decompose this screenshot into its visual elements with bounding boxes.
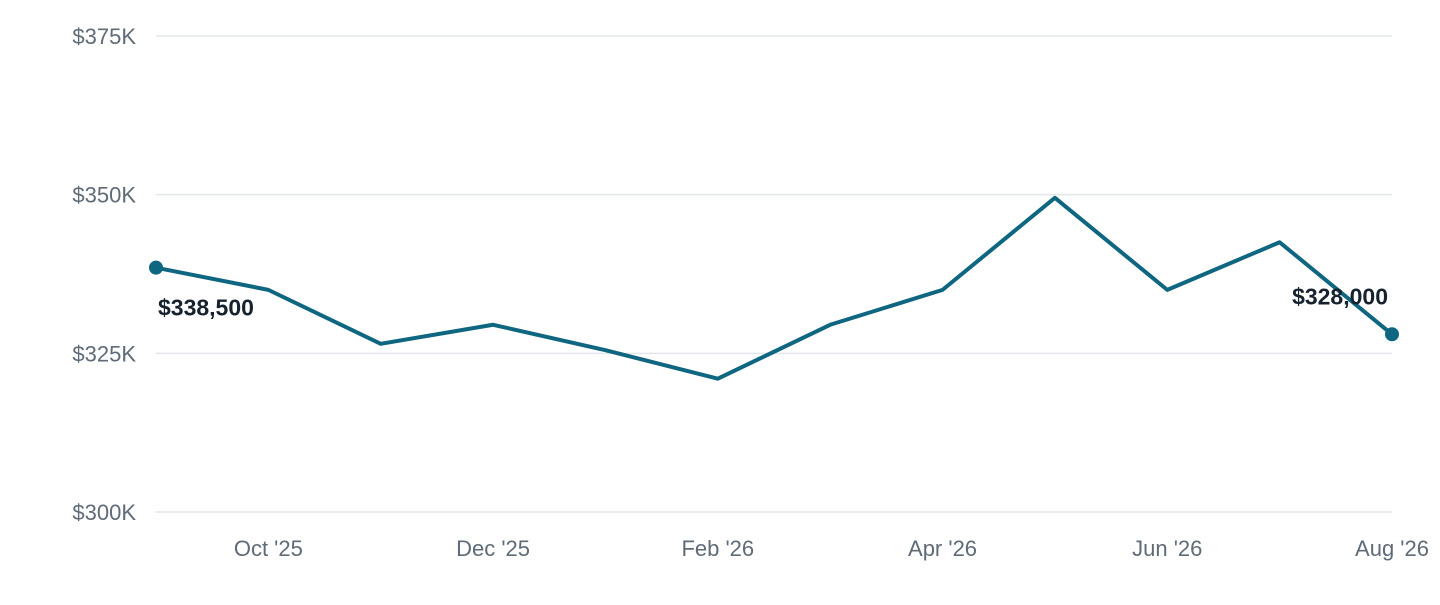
y-axis: $375K $350K $325K $300K: [72, 24, 136, 525]
marker-layer: [149, 260, 1399, 342]
x-tick-label: Dec '25: [456, 536, 530, 561]
data-point-marker: [1385, 327, 1399, 342]
y-tick-label: $375K: [72, 24, 136, 49]
x-tick-label: Apr '26: [908, 536, 977, 561]
data-point-marker: [149, 260, 163, 275]
y-tick-label: $300K: [72, 500, 136, 525]
data-label: $338,500: [158, 295, 254, 321]
data-label: $328,000: [1292, 283, 1388, 309]
x-tick-label: Oct '25: [234, 536, 303, 561]
y-tick-label: $350K: [72, 183, 136, 208]
x-tick-label: Aug '26: [1355, 536, 1429, 561]
y-tick-label: $325K: [72, 341, 136, 366]
x-tick-label: Feb '26: [681, 536, 754, 561]
x-axis: Oct '25 Dec '25 Feb '26 Apr '26 Jun '26 Aug '…: [234, 536, 1429, 561]
x-tick-label: Jun '26: [1132, 536, 1202, 561]
series-line: [154, 195, 1394, 381]
data-label-layer: $338,500 $328,000: [158, 283, 1388, 320]
series-layer: [154, 195, 1394, 381]
